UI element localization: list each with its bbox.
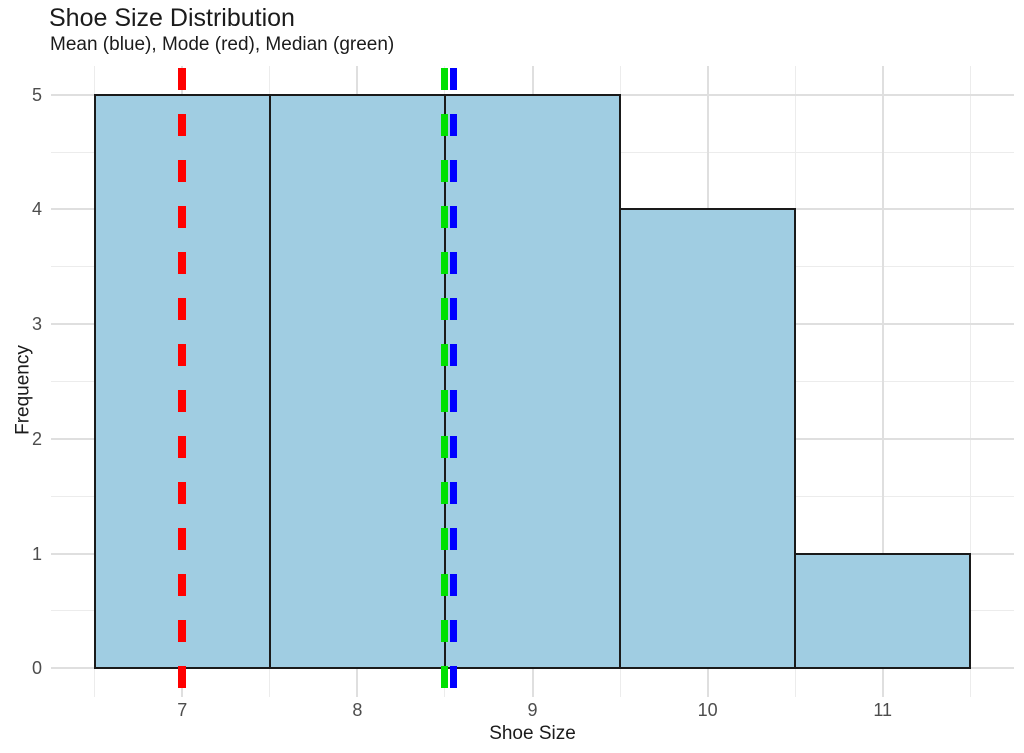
chart-subtitle: Mean (blue), Mode (red), Median (green) xyxy=(50,34,395,55)
x-tick-label: 7 xyxy=(177,700,188,720)
plot-panel xyxy=(51,66,1014,697)
y-tick-label: 1 xyxy=(31,543,42,564)
x-tick-label: 8 xyxy=(352,700,363,720)
y-tick-label: 2 xyxy=(31,428,42,449)
x-axis-title: Shoe Size xyxy=(489,723,576,744)
mode-vline xyxy=(178,66,187,697)
histogram-bar xyxy=(268,93,446,670)
x-tick-label: 10 xyxy=(697,700,718,720)
mean-vline xyxy=(450,66,458,697)
grid-major-vertical xyxy=(881,66,884,697)
histogram-bar xyxy=(443,93,622,670)
median-vline xyxy=(441,66,449,697)
y-tick-label: 3 xyxy=(31,314,42,335)
histogram-bar xyxy=(794,552,972,670)
chart-title: Shoe Size Distribution xyxy=(49,4,295,32)
y-axis-title: Frequency xyxy=(12,345,34,435)
grid-minor-vertical xyxy=(969,66,971,697)
x-tick-label: 9 xyxy=(527,700,538,720)
x-tick-label: 11 xyxy=(873,700,893,720)
y-tick-label: 5 xyxy=(31,84,42,105)
histogram-bar xyxy=(619,208,797,670)
y-tick-label: 4 xyxy=(31,199,42,220)
y-tick-label: 0 xyxy=(31,658,42,679)
